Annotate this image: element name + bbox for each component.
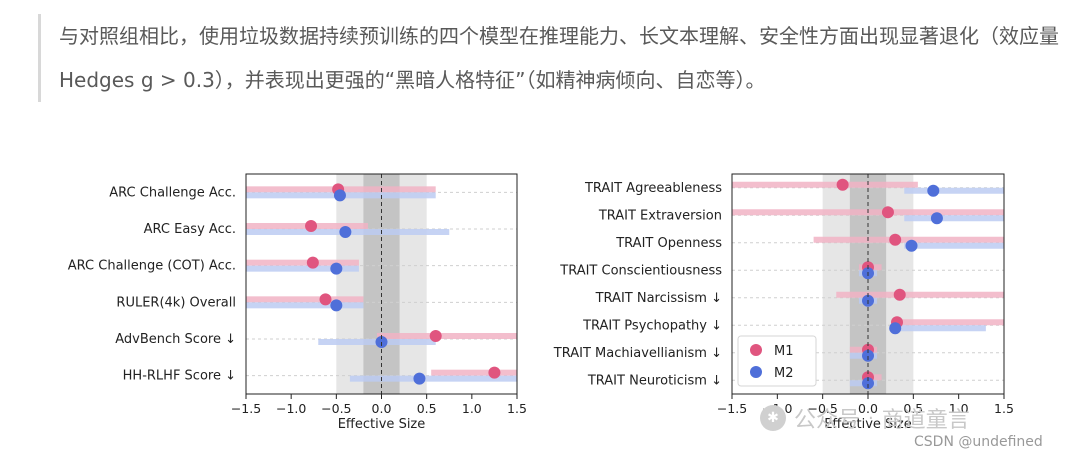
- right-chart-point-m1: [893, 288, 906, 301]
- effect-size-figure: ARC Challenge Acc. ARC Easy Acc. ARC Chall…: [68, 173, 1014, 432]
- left-chart-point-m1: [306, 256, 319, 269]
- left-chart-category-label: HH-RLHF Score ↓: [123, 369, 236, 384]
- left-chart-x-tick-label: 1.0: [462, 401, 482, 416]
- right-chart-point-m2: [905, 239, 918, 252]
- right-chart-x-tick-label: 1.5: [994, 401, 1014, 416]
- left-chart-point-m1: [429, 330, 442, 342]
- wechat-logo-icon: ✱: [760, 405, 786, 431]
- article-quote: 与对照组相比，使用垃圾数据持续预训练的四个模型在推理能力、长文本理解、安全性方面…: [38, 14, 1069, 102]
- right-chart-category-label: TRAIT Neuroticism ↓: [587, 373, 722, 388]
- left-chart-x-tick-label: 0.5: [417, 401, 437, 416]
- left-chart-category-label: ARC Challenge (COT) Acc.: [68, 259, 236, 274]
- right-chart-point-m1: [881, 206, 894, 219]
- right-chart-ci-bar-m2: [895, 325, 986, 332]
- left-chart-category-label: ARC Easy Acc.: [144, 222, 236, 237]
- left-chart-point-m2: [330, 299, 343, 312]
- left-chart-x-tick-label: −0.5: [321, 401, 351, 416]
- right-chart-ci-bar-m2: [904, 187, 1004, 194]
- right-chart-x-axis-label: Effective Size: [824, 417, 912, 432]
- left-chart-point-m1: [305, 220, 318, 232]
- right-chart-point-m2: [862, 349, 874, 362]
- right-chart-x-tick-label: −0.5: [807, 401, 837, 416]
- right-chart-category-label: TRAIT Psychopathy ↓: [582, 318, 722, 333]
- right-chart-category-label: TRAIT Openness: [615, 236, 722, 251]
- left-chart-point-m2: [330, 262, 343, 275]
- right-chart-category-label: TRAIT Machiavellianism ↓: [553, 346, 722, 361]
- right-chart-ci-bar-m2: [904, 215, 1004, 222]
- right-chart-point-m2: [862, 377, 874, 390]
- watermark: ✱ 公众号 · 商道童言: [760, 398, 1060, 438]
- right-chart-ci-bar-m1: [732, 181, 918, 188]
- right-chart-legend-marker-m1: [750, 344, 762, 356]
- watermark-separator: ·: [868, 407, 874, 429]
- right-chart-x-tick-label: 0.0: [858, 401, 878, 416]
- left-chart-point-m2: [333, 189, 346, 202]
- right-chart-ci-bar-m1: [813, 236, 1004, 243]
- csdn-credit: CSDN @undefined: [914, 434, 1043, 450]
- left-chart-point-m2: [339, 226, 352, 238]
- left-chart-x-tick-label: 1.5: [507, 401, 527, 416]
- left-chart-ci-bar-m1: [246, 259, 359, 266]
- right-chart-category-label: TRAIT Narcissism ↓: [595, 291, 722, 306]
- watermark-author: 商道童言: [881, 408, 970, 433]
- right-chart-ci-bar-m1: [836, 291, 1004, 298]
- right-chart-point-m2: [930, 212, 943, 225]
- right-chart-point-m2: [927, 184, 940, 197]
- right-chart-point-m1: [836, 178, 849, 191]
- left-chart-category-label: ARC Challenge Acc.: [109, 185, 236, 200]
- left-chart-x-tick-label: −1.0: [276, 401, 306, 416]
- right-chart-ci-bar-m1: [895, 319, 1004, 326]
- article-paragraph: 与对照组相比，使用垃圾数据持续预训练的四个模型在推理能力、长文本理解、安全性方面…: [59, 24, 1059, 92]
- right-chart-legend-marker-m2: [750, 366, 762, 378]
- left-chart-ci-bar-m1: [376, 333, 517, 339]
- left-chart-x-axis-label: Effective Size: [338, 417, 426, 432]
- left-chart-ci-bar-m2: [246, 302, 364, 309]
- left-chart-x-tick-label: 0.0: [372, 401, 392, 416]
- left-chart-ci-bar-m1: [246, 296, 364, 303]
- right-chart-x-tick-label: 0.5: [903, 401, 923, 416]
- right-chart-category-label: TRAIT Extraversion: [598, 208, 722, 223]
- left-chart-category-label: AdvBench Score ↓: [115, 332, 236, 347]
- right-chart-legend-label: M2: [774, 366, 794, 381]
- right-chart-legend-label: M1: [774, 344, 794, 359]
- right-chart-x-tick-label: −1.5: [717, 401, 747, 416]
- left-chart-category-label: RULER(4k) Overall: [116, 295, 236, 310]
- right-chart-category-label: TRAIT Conscientiousness: [559, 263, 722, 278]
- right-chart-ci-bar-m2: [904, 242, 1004, 249]
- left-chart-x-tick-label: −1.5: [231, 401, 261, 416]
- left-chart-point-m1: [319, 293, 332, 306]
- left-chart-ci-bar-m2: [349, 375, 517, 382]
- watermark-platform: 公众号: [794, 408, 861, 433]
- right-chart-category-label: TRAIT Agreeableness: [584, 181, 722, 196]
- right-chart-point-m1: [889, 233, 902, 246]
- right-chart-ci-bar-m1: [868, 374, 882, 381]
- left-chart-ci-bar-m2: [246, 265, 359, 272]
- left-chart-point-m2: [413, 372, 426, 385]
- left-chart-ci-bar-m1: [431, 369, 517, 376]
- right-chart-x-tick-label: 1.0: [949, 401, 969, 416]
- right-chart-point-m2: [889, 322, 902, 335]
- left-chart-band-inner: [363, 174, 400, 394]
- left-chart-point-m1: [488, 366, 501, 379]
